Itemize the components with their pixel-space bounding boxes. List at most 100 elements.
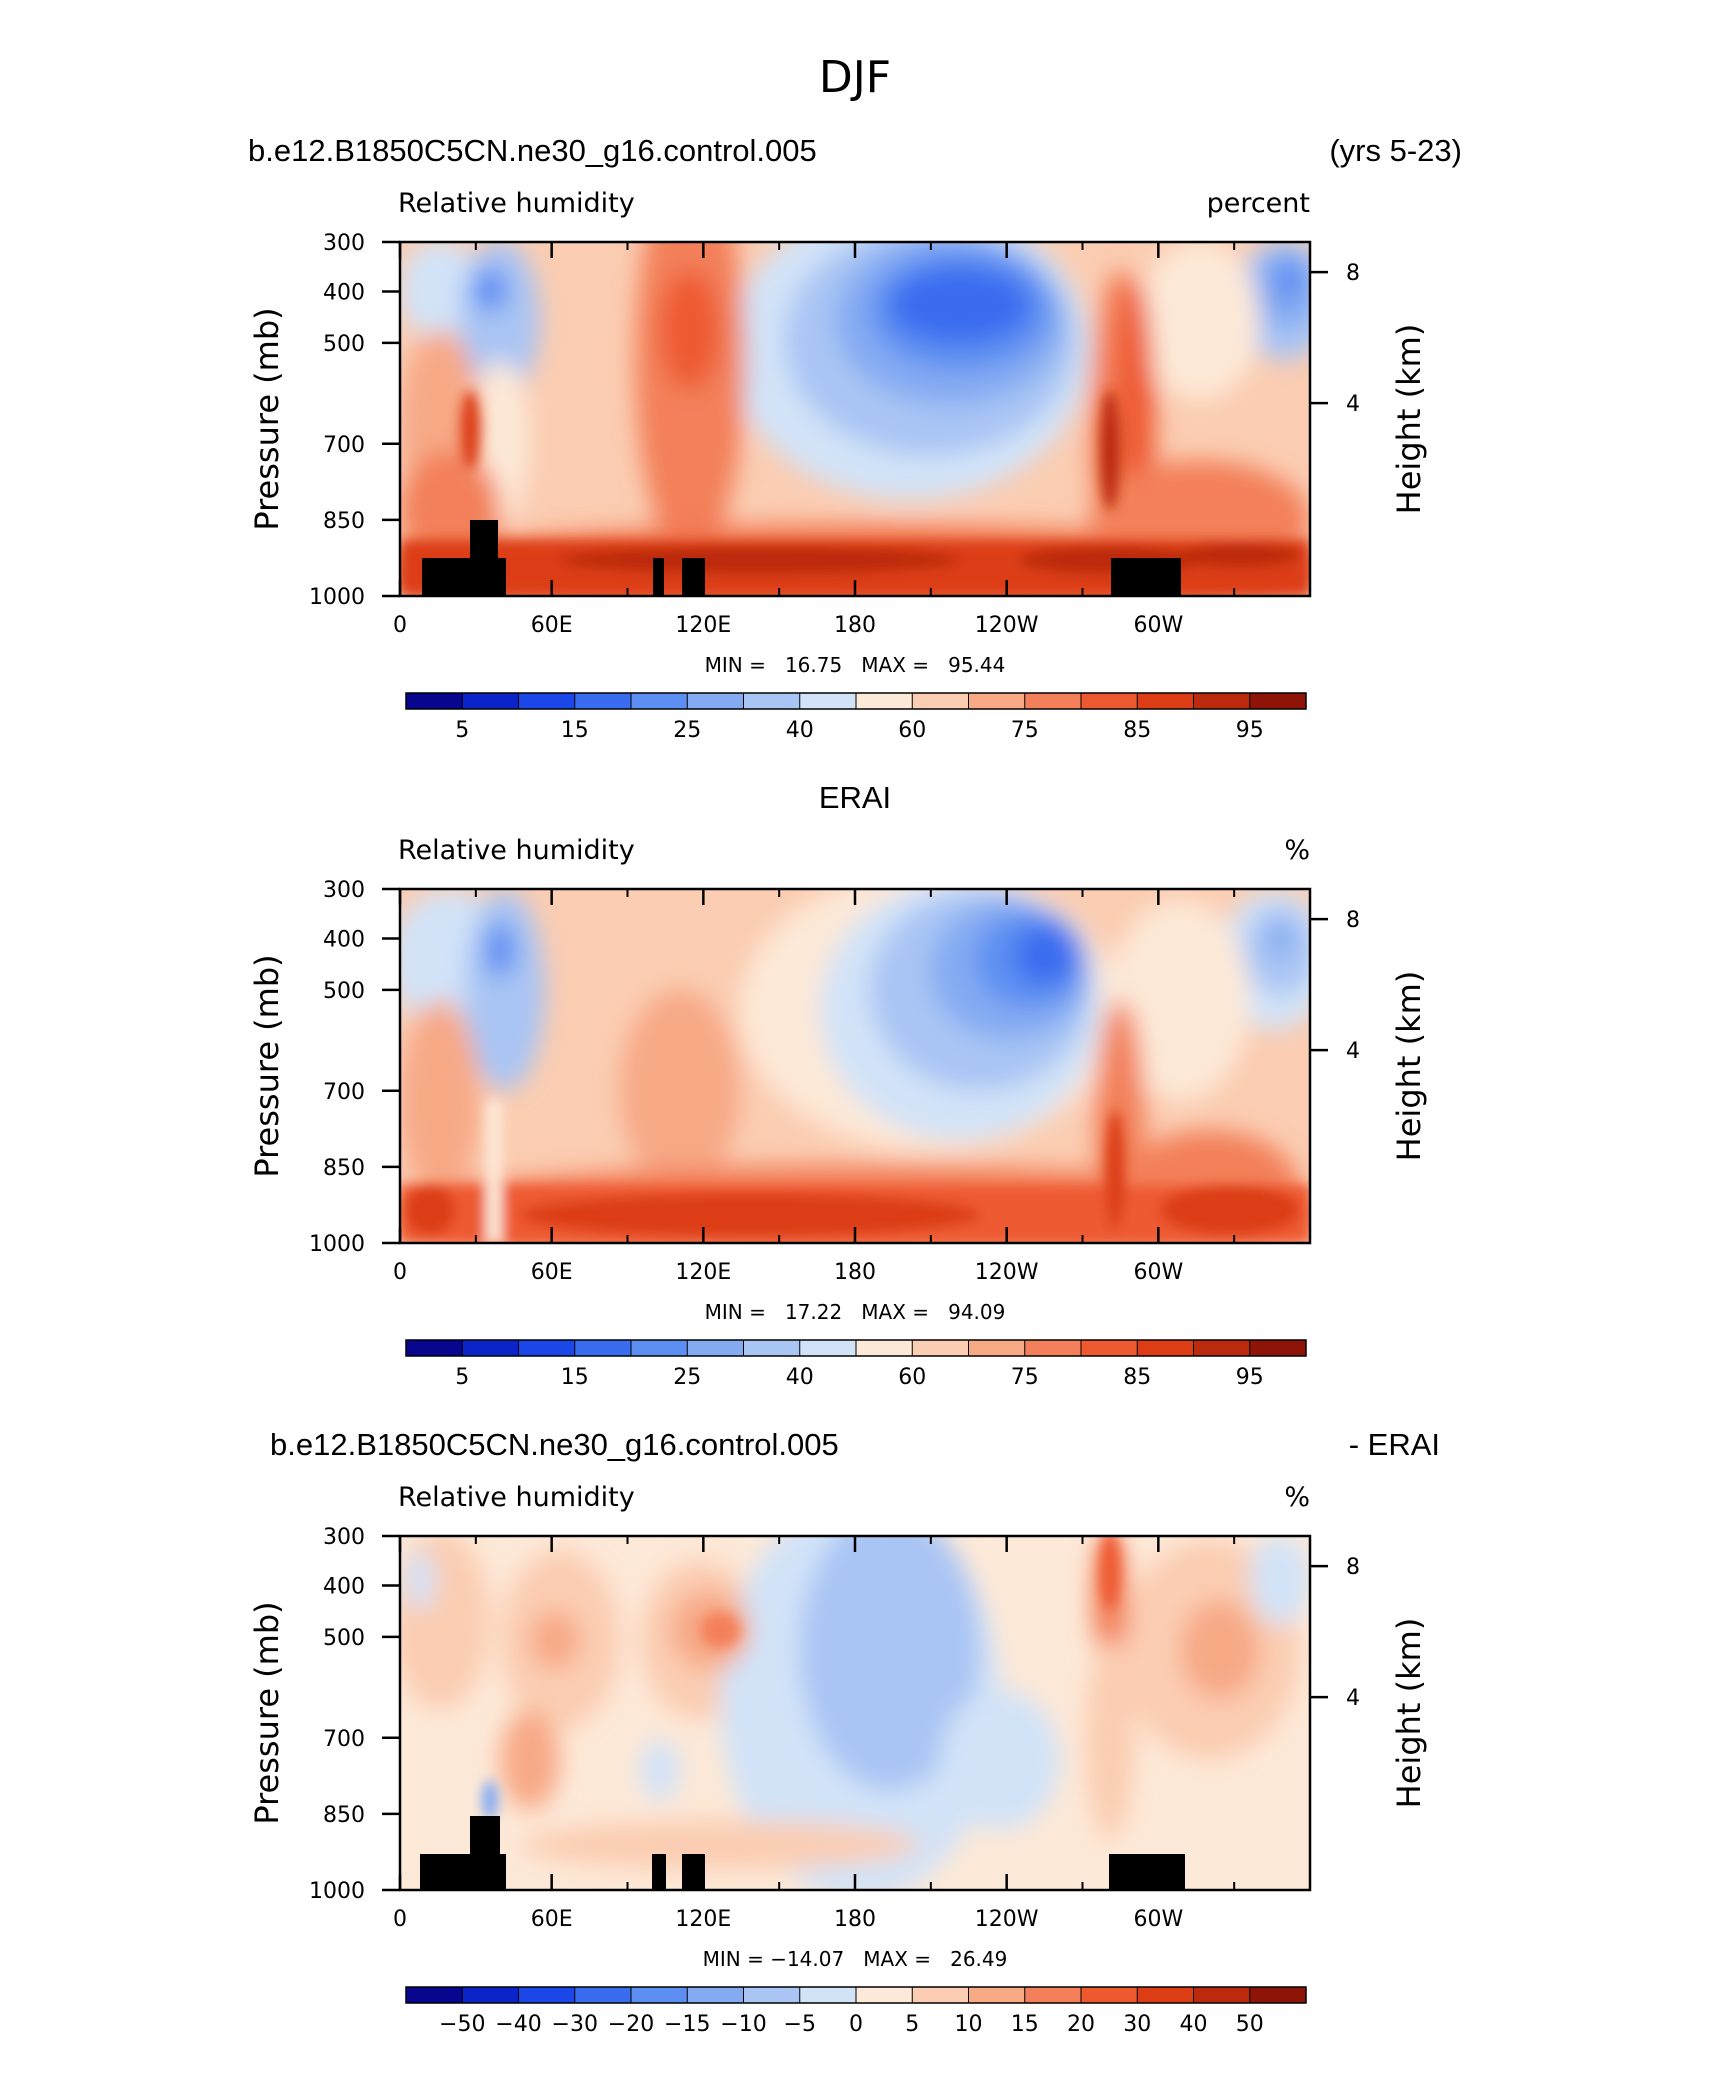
diff-ytick-right-label: 8 — [1346, 1555, 1360, 1580]
model-colorbar-swatch — [462, 693, 519, 709]
diff-colorbar-swatch — [687, 1987, 744, 2003]
diff-ytick-label: 700 — [323, 1727, 365, 1752]
obs-ytick-label: 700 — [323, 1080, 365, 1105]
obs-colorbar-label: 75 — [1011, 1365, 1039, 1390]
model-colorbar-swatch — [1024, 693, 1082, 709]
obs-colorbar-swatch — [518, 1340, 576, 1356]
obs-colorbar-swatch — [462, 1340, 519, 1356]
diff-ylabel-right: Height (km) — [1390, 1618, 1428, 1809]
diff-colorbar-swatch — [1081, 1987, 1138, 2003]
obs-colorbar-label: 25 — [673, 1365, 701, 1390]
diff-colorbar-label: 30 — [1123, 2012, 1151, 2037]
model-colorbar-swatch — [406, 693, 463, 709]
model-colorbar-label: 15 — [561, 718, 589, 743]
diff-colorbar-swatch — [631, 1987, 688, 2003]
obs-colorbar-swatch — [687, 1340, 744, 1356]
obs-colorbar-swatch — [1193, 1340, 1251, 1356]
diff-colorbar-label: −50 — [439, 2012, 485, 2037]
obs-colorbar-label: 85 — [1123, 1365, 1151, 1390]
obs-xtick-label: 120W — [975, 1260, 1039, 1285]
obs-ytick-label: 850 — [323, 1156, 365, 1181]
model-xtick-label: 120E — [675, 613, 731, 638]
panel-obs-contour-field — [400, 889, 1310, 1243]
diff-colorbar-label: 50 — [1236, 2012, 1264, 2037]
model-colorbar-swatch — [631, 693, 688, 709]
diff-xtick-label: 120W — [975, 1907, 1039, 1932]
diff-colorbar-swatch — [574, 1987, 632, 2003]
obs-xtick-label: 0 — [393, 1260, 407, 1285]
obs-ytick-label: 300 — [323, 878, 365, 903]
diff-ylabel: Pressure (mb) — [248, 1601, 286, 1824]
obs-colorbar-swatch — [799, 1340, 857, 1356]
model-colorbar-swatch — [1249, 693, 1307, 709]
diff-colorbar-swatch — [462, 1987, 519, 2003]
obs-xtick-label: 60W — [1133, 1260, 1183, 1285]
obs-colorbar-swatch — [1249, 1340, 1307, 1356]
model-ytick-right-label: 8 — [1346, 261, 1360, 286]
obs-colorbar-swatch — [631, 1340, 688, 1356]
panel-diff-header-left: b.e12.B1850C5CN.ne30_g16.control.005 — [270, 1427, 839, 1462]
diff-xtick-label: 60W — [1133, 1907, 1183, 1932]
obs-colorbar-swatch — [968, 1340, 1026, 1356]
obs-ytick-right-label: 8 — [1346, 908, 1360, 933]
model-ytick-right-label: 4 — [1346, 392, 1360, 417]
obs-colorbar-swatch — [1081, 1340, 1138, 1356]
obs-colorbar-label: 5 — [455, 1365, 469, 1390]
diff-ytick-label: 300 — [323, 1525, 365, 1550]
diff-colorbar-swatch — [856, 1987, 913, 2003]
diff-xtick-label: 0 — [393, 1907, 407, 1932]
diff-colorbar-swatch — [743, 1987, 801, 2003]
diff-colorbar-label: 5 — [905, 2012, 919, 2037]
model-colorbar-label: 60 — [898, 718, 926, 743]
panel-obs-header-center: ERAI — [819, 780, 891, 815]
obs-ytick-right-label: 4 — [1346, 1039, 1360, 1064]
model-xtick-label: 180 — [834, 613, 876, 638]
model-colorbar-swatch — [968, 693, 1026, 709]
obs-colorbar-label: 60 — [898, 1365, 926, 1390]
model-xtick-label: 0 — [393, 613, 407, 638]
panel-model-stats: MIN = 16.75 MAX = 95.44 — [705, 653, 1006, 677]
model-xtick-label: 60W — [1133, 613, 1183, 638]
diff-colorbar-swatch — [1024, 1987, 1082, 2003]
diff-colorbar-label: 40 — [1180, 2012, 1208, 2037]
model-colorbar-swatch — [1081, 693, 1138, 709]
model-ylabel: Pressure (mb) — [248, 307, 286, 530]
obs-colorbar-swatch — [912, 1340, 969, 1356]
panel-diff-header-right: - ERAI — [1349, 1427, 1440, 1462]
model-colorbar-swatch — [743, 693, 801, 709]
obs-colorbar-swatch — [1024, 1340, 1082, 1356]
obs-xtick-label: 180 — [834, 1260, 876, 1285]
obs-colorbar-swatch — [743, 1340, 801, 1356]
panel-obs-stats: MIN = 17.22 MAX = 94.09 — [705, 1300, 1006, 1324]
panel-model-colorbar: 5 15 25 40 60 75 85 95 — [405, 692, 1307, 743]
diff-xtick-label: 180 — [834, 1907, 876, 1932]
obs-xtick-label: 120E — [675, 1260, 731, 1285]
diff-colorbar-swatch — [968, 1987, 1026, 2003]
model-colorbar-label: 85 — [1123, 718, 1151, 743]
model-colorbar-swatch — [856, 693, 913, 709]
diff-colorbar-label: 15 — [1011, 2012, 1039, 2037]
diff-ytick-label: 1000 — [309, 1879, 365, 1904]
diff-ytick-right-label: 4 — [1346, 1686, 1360, 1711]
panel-obs: ERAI Relative humidity % — [248, 780, 1428, 1390]
model-colorbar-label: 5 — [455, 718, 469, 743]
diff-colorbar-swatch — [518, 1987, 576, 2003]
model-colorbar-swatch — [912, 693, 969, 709]
panel-diff-topography-mask — [420, 1816, 1185, 1890]
panel-obs-axes: 0 60E 120E 180 120W 60W 300 400 500 700 850 1000 8 4 P… — [248, 878, 1428, 1285]
diff-colorbar-swatch — [912, 1987, 969, 2003]
panel-diff-axes: 0 60E 120E 180 120W 60W 300 400 500 700 850 1000 8 4 P… — [248, 1525, 1428, 1932]
obs-colorbar-label: 40 — [786, 1365, 814, 1390]
diff-colorbar-label: −40 — [495, 2012, 541, 2037]
model-xtick-label: 60E — [531, 613, 573, 638]
model-colorbar-label: 95 — [1236, 718, 1264, 743]
obs-ytick-label: 500 — [323, 979, 365, 1004]
diff-colorbar-label: −5 — [784, 2012, 816, 2037]
model-colorbar-swatch — [1137, 693, 1194, 709]
diff-xtick-label: 60E — [531, 1907, 573, 1932]
obs-colorbar-swatch — [856, 1340, 913, 1356]
obs-ylabel: Pressure (mb) — [248, 954, 286, 1177]
diff-colorbar-label: 10 — [955, 2012, 983, 2037]
panel-diff-stats: MIN = −14.07 MAX = 26.49 — [703, 1947, 1008, 1971]
panel-model-left-string: Relative humidity — [398, 188, 635, 219]
